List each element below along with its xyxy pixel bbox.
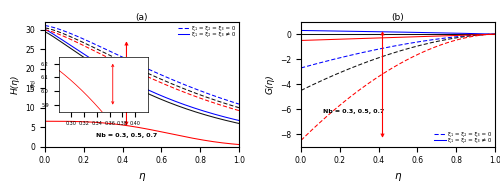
Title: (a): (a) (136, 13, 148, 22)
X-axis label: η: η (394, 171, 402, 181)
Text: Nb = 0.3, 0.5, 0.7: Nb = 0.3, 0.5, 0.7 (96, 133, 157, 138)
Y-axis label: H(η): H(η) (11, 74, 20, 94)
Legend: ξ₁ = ξ₂ = ξ₃ = 0, ξ₁ = ξ₂ = ξ₃ ≠ 0: ξ₁ = ξ₂ = ξ₃ = 0, ξ₁ = ξ₂ = ξ₃ ≠ 0 (434, 131, 492, 144)
X-axis label: η: η (138, 171, 145, 181)
Title: (b): (b) (392, 13, 404, 22)
Legend: ξ₁ = ξ₂ = ξ₃ = 0, ξ₁ = ξ₂ = ξ₃ ≠ 0: ξ₁ = ξ₂ = ξ₃ = 0, ξ₁ = ξ₂ = ξ₃ ≠ 0 (178, 24, 236, 38)
Y-axis label: G(η): G(η) (266, 74, 274, 94)
Text: Nb = 0.3, 0.5, 0.7: Nb = 0.3, 0.5, 0.7 (323, 109, 384, 114)
